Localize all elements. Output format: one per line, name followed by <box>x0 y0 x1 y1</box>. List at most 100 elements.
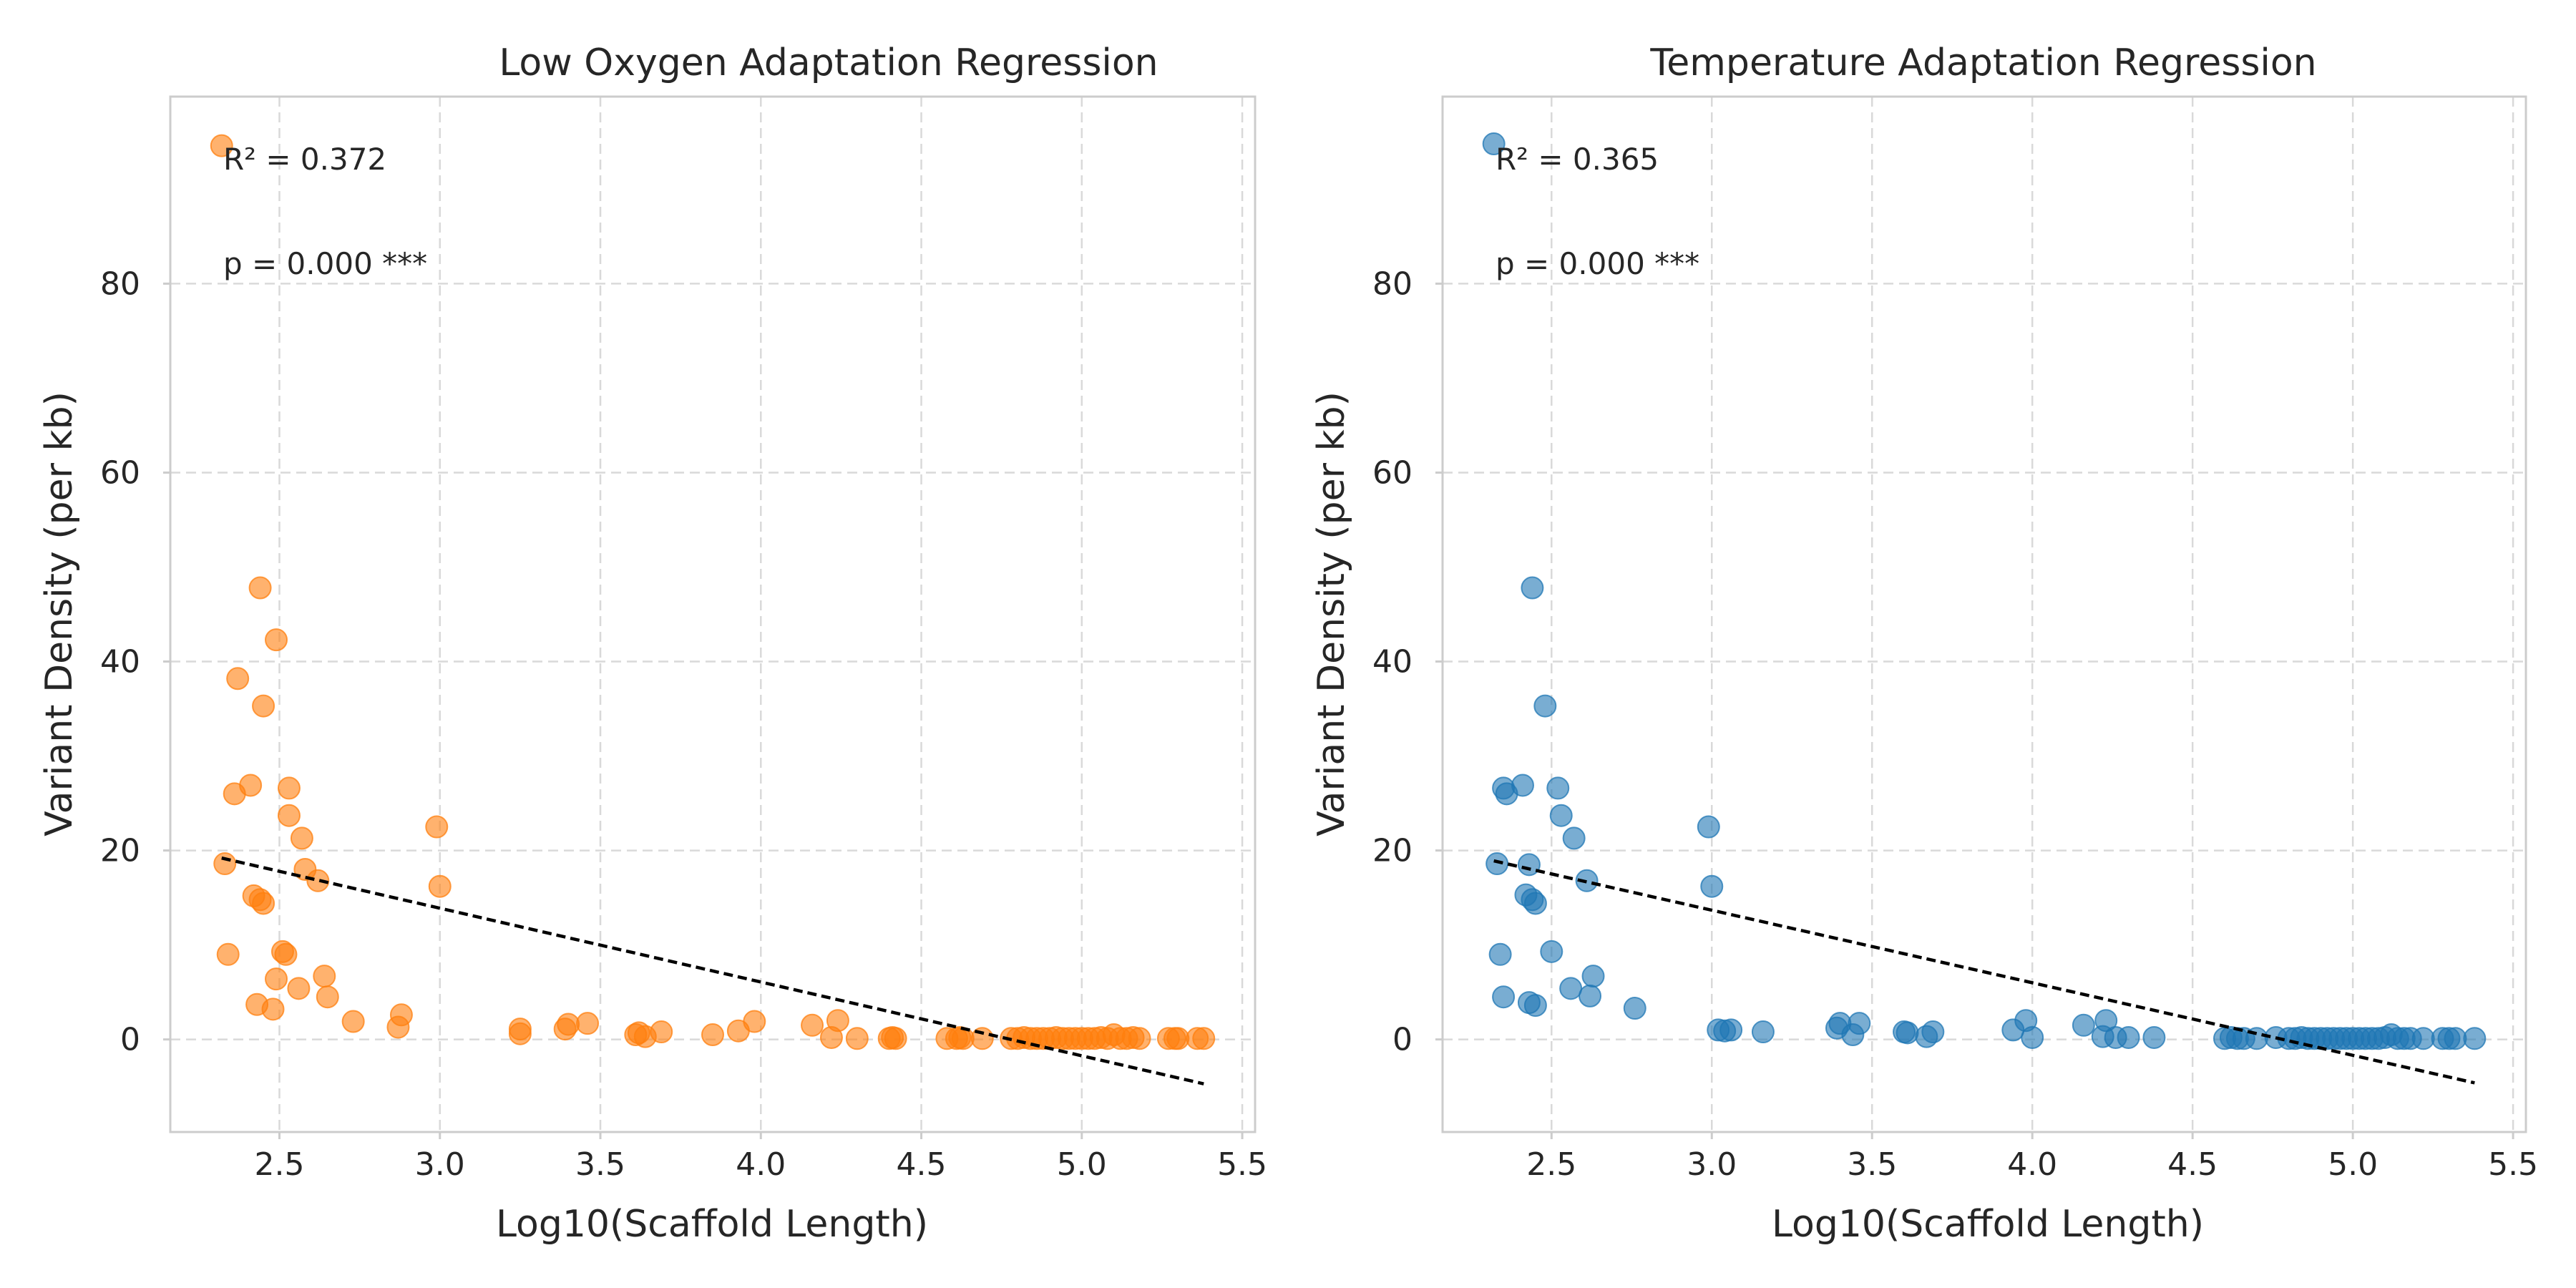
y-tick-label: 40 <box>100 644 140 680</box>
x-tick-label: 5.5 <box>2488 1146 2538 1183</box>
data-point <box>428 874 452 898</box>
y-axis-label: Variant Density (per kb) <box>1310 391 1353 836</box>
data-point <box>576 1012 600 1035</box>
data-point <box>1848 1012 1871 1035</box>
data-point <box>801 1013 824 1037</box>
data-point <box>1921 1020 1945 1044</box>
data-point <box>1562 826 1586 850</box>
data-point <box>277 804 301 827</box>
data-point <box>1896 1021 1919 1045</box>
plot-frame <box>1441 95 2527 1133</box>
data-point <box>1488 942 1512 966</box>
data-point <box>1751 1020 1775 1044</box>
data-point <box>313 965 336 988</box>
data-point <box>341 1010 365 1033</box>
data-point <box>248 576 272 600</box>
x-tick-label: 3.0 <box>415 1146 465 1183</box>
axis-ticks: 2.5 3.0 3.5 4.0 4.5 5.0 5.5 0 20 40 60 80 <box>1372 265 2538 1183</box>
data-point <box>1492 985 1516 1009</box>
y-tick-label: 0 <box>120 1022 140 1058</box>
x-axis-label: Log10(Scaffold Length) <box>1772 1203 2204 1246</box>
data-point <box>2142 1025 2166 1049</box>
data-point <box>1549 804 1573 827</box>
data-point <box>1166 1027 1190 1050</box>
data-point <box>226 667 250 691</box>
data-point <box>951 1027 975 1050</box>
y-tick-label: 20 <box>1372 833 1413 869</box>
data-point <box>884 1027 907 1050</box>
data-point <box>1523 892 1547 915</box>
data-point <box>2463 1027 2487 1050</box>
data-point <box>1559 977 1583 1000</box>
data-point <box>2117 1025 2140 1049</box>
x-tick-label: 4.0 <box>736 1146 786 1183</box>
data-point <box>2444 1027 2467 1050</box>
data-point <box>1623 997 1646 1020</box>
data-point <box>1540 940 1563 963</box>
data-point <box>743 1010 766 1033</box>
data-point <box>210 134 233 157</box>
data-point <box>2072 1013 2095 1037</box>
data-point <box>557 1013 580 1036</box>
chart-title: Low Oxygen Adaptation Regression <box>499 42 1158 84</box>
data-point <box>290 826 313 850</box>
chart-title: Temperature Adaptation Regression <box>1649 42 2316 84</box>
y-tick-label: 60 <box>100 454 140 491</box>
x-tick-label: 3.5 <box>575 1146 625 1183</box>
y-tick-label: 80 <box>1372 265 1413 302</box>
data-point <box>845 1027 869 1050</box>
data-point <box>252 892 275 915</box>
data-point <box>970 1027 994 1050</box>
data-point <box>425 815 449 839</box>
y-tick-label: 60 <box>1372 454 1413 491</box>
data-point <box>239 774 263 797</box>
data-point <box>1719 1018 1743 1042</box>
x-tick-label: 3.0 <box>1687 1146 1737 1183</box>
data-point <box>389 1003 413 1027</box>
regression-line <box>1493 859 2475 1085</box>
y-axis-label: Variant Density (per kb) <box>38 391 81 836</box>
x-tick-label: 3.5 <box>1847 1146 1897 1183</box>
regression-layer <box>221 856 1204 1085</box>
data-point <box>2411 1027 2435 1050</box>
x-tick-label: 4.5 <box>897 1146 947 1183</box>
y-tick-label: 80 <box>100 265 140 302</box>
data-point <box>316 985 339 1009</box>
data-point <box>252 694 275 718</box>
data-point <box>826 1009 849 1033</box>
data-point <box>213 852 237 876</box>
data-point <box>2021 1025 2044 1049</box>
regression-layer <box>1493 859 2475 1085</box>
panel-temperature: Temperature Adaptation Regression Log10(… <box>1310 42 2538 1246</box>
x-tick-label: 5.0 <box>1057 1146 1107 1183</box>
data-point <box>1482 132 1506 156</box>
axis-ticks: 2.5 3.0 3.5 4.0 4.5 5.0 5.5 0 20 40 60 80 <box>100 265 1267 1183</box>
x-tick-label: 4.0 <box>2007 1146 2057 1183</box>
data-point <box>261 997 285 1021</box>
regression-line <box>221 856 1204 1085</box>
y-tick-label: 40 <box>1372 644 1413 680</box>
x-tick-label: 5.5 <box>1217 1146 1267 1183</box>
x-tick-label: 2.5 <box>255 1146 305 1183</box>
p-value-annotation: p = 0.000 *** <box>223 246 427 281</box>
x-tick-label: 5.0 <box>2328 1146 2378 1183</box>
y-tick-label: 20 <box>100 833 140 869</box>
x-axis-label: Log10(Scaffold Length) <box>496 1203 928 1246</box>
data-point <box>1128 1027 1151 1050</box>
r-squared-annotation: R² = 0.372 <box>223 142 386 177</box>
data-point <box>1511 774 1534 797</box>
panel-low-oxygen: Low Oxygen Adaptation Regression Log10(S… <box>38 42 1267 1246</box>
data-point <box>287 977 311 1000</box>
data-point <box>1517 853 1541 877</box>
data-point <box>1485 852 1509 876</box>
data-point <box>216 942 240 966</box>
plot-frame <box>169 95 1257 1133</box>
data-point <box>1546 776 1570 800</box>
data-point <box>650 1020 673 1044</box>
data-point <box>1521 576 1544 600</box>
data-point <box>2094 1009 2118 1033</box>
x-tick-label: 4.5 <box>2167 1146 2218 1183</box>
data-point <box>306 869 330 892</box>
data-point <box>701 1023 724 1047</box>
